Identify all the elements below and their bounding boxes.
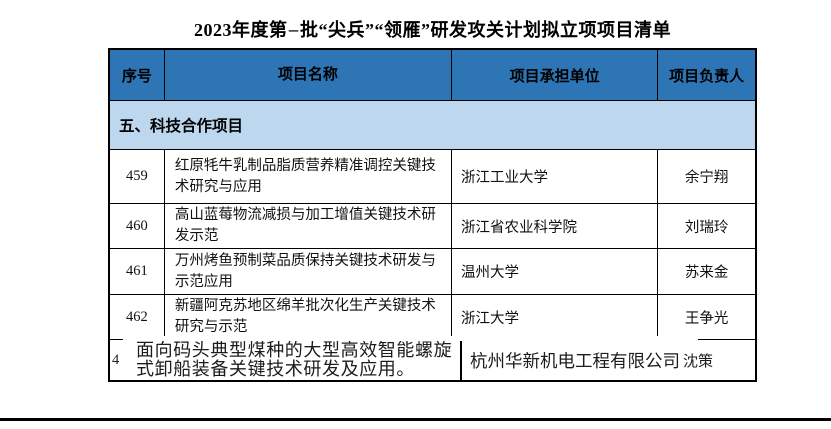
cell-serial: 460: [110, 204, 165, 248]
cell-name: 新疆阿克苏地区绵羊批次化生产关键技术研究与示范: [165, 295, 452, 339]
table-row: 460 高山蓝莓物流减损与加工增值关键技术研发示范 浙江省农业科学院 刘瑞玲: [110, 204, 755, 249]
cell-serial-clipped: 4: [112, 351, 120, 368]
title-small-char: 一: [288, 27, 299, 38]
cell-name-magnified: 面向码头典型煤种的大型高效智能螺旋式卸船装备关键技术研发及应用。: [132, 340, 462, 380]
header-cell-name: 项目名称: [165, 50, 452, 100]
table-row: 459 红原牦牛乳制品脂质营养精准调控关键技术研究与应用 浙江工业大学 余宁翔: [110, 150, 755, 204]
table-row: 462 新疆阿克苏地区绵羊批次化生产关键技术研究与示范 浙江大学 王争光: [110, 295, 755, 340]
section-row: 五、科技合作项目: [110, 101, 755, 150]
title-suffix: 批“尖兵”“领雁”研发攻关计划拟立项项目清单: [300, 20, 671, 40]
cell-serial: 459: [110, 150, 165, 203]
cell-serial: 462: [110, 295, 165, 339]
page-title: 2023年度第一批“尖兵”“领雁”研发攻关计划拟立项项目清单: [108, 16, 757, 42]
header-cell-org: 项目承担单位: [452, 50, 659, 100]
overlay-row-magnified: 4 面向码头典型煤种的大型高效智能螺旋式卸船装备关键技术研发及应用。 杭州华新机…: [110, 336, 755, 380]
leader-text: 沈策: [683, 353, 714, 370]
cell-org: 浙江大学: [452, 295, 659, 339]
header-cell-leader: 项目负责人: [669, 68, 745, 85]
cell-name: 红原牦牛乳制品脂质营养精准调控关键技术研究与应用: [165, 150, 452, 203]
cell-serial: 461: [110, 249, 165, 294]
cell-leader: 余宁翔: [684, 170, 729, 186]
cell-org: 温州大学: [452, 249, 659, 294]
title-prefix: 2023年度第: [194, 20, 288, 40]
cell-org-magnified: 杭州华新机电工程有限公司 沈策: [462, 340, 755, 380]
header-row: 序号 项目名称 项目承担单位 项目负责人: [110, 50, 755, 101]
cell-leader: 刘瑞玲: [684, 219, 729, 236]
org-text: 杭州华新机电工程有限公司: [470, 350, 680, 371]
projects-table: 序号 项目名称 项目承担单位 项目负责人 五、科技合作项目 459 红原牦牛乳制…: [108, 48, 757, 382]
cell-name: 高山蓝莓物流减损与加工增值关键技术研发示范: [165, 204, 452, 248]
cell-leader: 苏来金: [684, 265, 729, 281]
table-row: 461 万州烤鱼预制菜品质保持关键技术研发与示范应用 温州大学 苏来金: [110, 249, 755, 295]
cell-leader: 王争光: [684, 310, 729, 327]
bottom-divider-line: [0, 418, 831, 421]
cell-org: 浙江省农业科学院: [452, 204, 659, 248]
cell-name: 万州烤鱼预制菜品质保持关键技术研发与示范应用: [165, 249, 452, 294]
cell-org: 浙江工业大学: [452, 150, 659, 203]
header-cell-serial: 序号: [110, 50, 165, 100]
